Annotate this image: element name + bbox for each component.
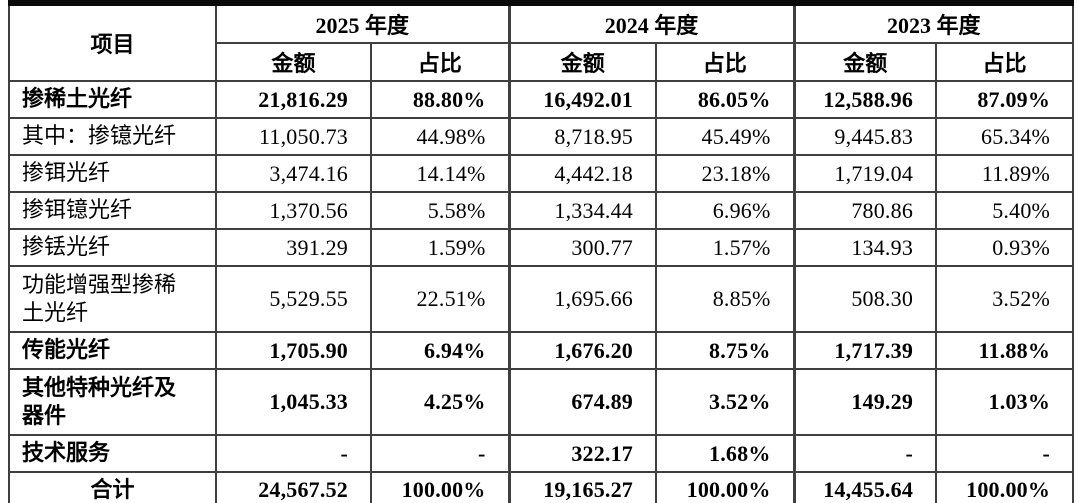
cell-2025-amount: 21,816.29 <box>215 80 372 119</box>
table-row: 合计 24,567.52 100.00% 19,165.27 100.00% 14,455… <box>8 470 1075 503</box>
cell-2023-ratio: - <box>935 434 1075 473</box>
cell-2025-amount: 1,045.33 <box>215 368 372 436</box>
table-header: 项目 2025 年度 2024 年度 2023 年度 金额 占比 金额 占比 金… <box>8 2 1075 82</box>
cell-2025-ratio: 44.98% <box>369 117 511 156</box>
row-label: 合计 <box>8 470 217 503</box>
cell-2024-ratio: 8.85% <box>655 265 796 333</box>
table-row: 技术服务 - -322.17 1.68% - - <box>8 434 1075 473</box>
cell-2023-ratio: 11.89% <box>935 154 1075 193</box>
row-label: 技术服务 <box>8 434 217 473</box>
cell-2024-amount: 674.89 <box>507 368 658 436</box>
header-year-row: 项目 2025 年度 2024 年度 2023 年度 <box>8 2 1075 82</box>
cell-2024-amount: 322.17 <box>507 434 658 473</box>
cell-2023-amount: 134.93 <box>792 228 938 267</box>
table-row: 掺稀土光纤 21,816.29 88.80% 16,492.01 86.05% 12,58… <box>8 80 1075 119</box>
cell-2023-ratio: 3.52% <box>935 265 1075 333</box>
table-row: 功能增强型掺稀土光纤 5,529.55 22.51% 1,695.66 8.85% 508… <box>8 265 1075 333</box>
col-header-year-2024: 2024 年度 <box>507 2 796 44</box>
cell-2024-ratio: 100.00% <box>655 470 796 503</box>
cell-2024-ratio: 1.57% <box>655 228 796 267</box>
cell-2025-amount: 1,705.90 <box>215 331 372 370</box>
cell-2024-amount: 4,442.18 <box>507 154 658 193</box>
cell-2025-amount: 3,474.16 <box>215 154 372 193</box>
row-label: 掺铒光纤 <box>8 154 217 193</box>
cell-2025-ratio: 5.58% <box>369 191 511 230</box>
row-label: 掺稀土光纤 <box>8 80 217 119</box>
cell-2025-ratio: 4.25% <box>369 368 511 436</box>
row-label: 掺铥光纤 <box>8 228 217 267</box>
table-row: 其中：掺镱光纤 11,050.73 44.98% 8,718.95 45.49% 9,44… <box>8 117 1075 156</box>
cell-2023-amount: 1,719.04 <box>792 154 938 193</box>
cell-2024-ratio: 23.18% <box>655 154 796 193</box>
cell-2023-ratio: 1.03% <box>935 368 1075 436</box>
cell-2023-ratio: 65.34% <box>935 117 1075 156</box>
col-header-ratio-2025: 占比 <box>369 42 511 82</box>
cell-2024-ratio: 3.52% <box>655 368 796 436</box>
header-sub-row: 金额 占比 金额 占比 金额 占比 <box>9 42 1075 82</box>
cell-2023-amount: 14,455.64 <box>792 470 938 503</box>
cell-2025-ratio: 1.59% <box>369 228 511 267</box>
cell-2023-amount: 12,588.96 <box>792 80 938 119</box>
cell-2023-amount: 780.86 <box>792 191 938 230</box>
cell-2023-ratio: 5.40% <box>935 191 1075 230</box>
cell-2025-amount: 1,370.56 <box>215 191 372 230</box>
cell-2023-ratio: 100.00% <box>935 470 1075 503</box>
cell-2023-amount: 508.30 <box>792 265 938 333</box>
cell-2024-amount: 19,165.27 <box>507 470 658 503</box>
cell-2023-ratio: 0.93% <box>935 228 1075 267</box>
col-header-year-2023: 2023 年度 <box>792 2 1075 44</box>
cell-2025-ratio: 22.51% <box>369 265 511 333</box>
cell-2024-amount: 300.77 <box>507 228 658 267</box>
cell-2023-amount: 9,445.83 <box>792 117 938 156</box>
cell-2024-amount: 1,676.20 <box>507 331 658 370</box>
cell-2023-amount: 1,717.39 <box>792 331 938 370</box>
col-header-ratio-2024: 占比 <box>655 42 796 82</box>
col-header-amount-2024: 金额 <box>507 42 658 82</box>
row-label: 掺铒镱光纤 <box>8 191 217 230</box>
cell-2025-amount: 5,529.55 <box>215 265 372 333</box>
cell-2024-amount: 16,492.01 <box>507 80 658 119</box>
cell-2023-amount: 149.29 <box>792 368 938 436</box>
cell-2024-amount: 1,334.44 <box>507 191 658 230</box>
table-row: 掺铥光纤 391.29 1.59% 300.77 1.57% 134.93 0.93% <box>8 228 1075 267</box>
cell-2025-ratio: 6.94% <box>369 331 511 370</box>
cell-2024-ratio: 86.05% <box>655 80 796 119</box>
cell-2023-amount: - <box>792 434 938 473</box>
row-label: 其中：掺镱光纤 <box>8 117 217 156</box>
cell-2025-ratio: 100.00% <box>369 470 511 503</box>
row-label: 其他特种光纤及器件 <box>8 368 217 436</box>
cell-2024-ratio: 45.49% <box>655 117 796 156</box>
table-body: 掺稀土光纤 21,816.29 88.80% 16,492.01 86.05% 12,58… <box>8 80 1075 503</box>
table-row: 掺铒光纤 3,474.16 14.14% 4,442.18 23.18% 1,719.04… <box>8 154 1075 193</box>
cell-2025-ratio: 14.14% <box>369 154 511 193</box>
row-label: 传能光纤 <box>8 331 217 370</box>
cell-2023-ratio: 87.09% <box>935 80 1075 119</box>
col-header-amount-2023: 金额 <box>792 42 938 82</box>
cell-2025-ratio: 88.80% <box>369 80 511 119</box>
cell-2024-ratio: 8.75% <box>655 331 796 370</box>
revenue-breakdown-table: 项目 2025 年度 2024 年度 2023 年度 金额 占比 金额 占比 金… <box>8 0 1075 503</box>
cell-2024-amount: 8,718.95 <box>507 117 658 156</box>
table-row: 传能光纤 1,705.90 6.94% 1,676.20 8.75% 1,717.39 11… <box>8 331 1075 370</box>
table-row: 其他特种光纤及器件 1,045.33 4.25% 674.89 3.52% 149.29 1… <box>8 368 1075 436</box>
col-header-ratio-2023: 占比 <box>935 42 1075 82</box>
col-header-item: 项目 <box>8 2 217 82</box>
col-header-year-2025: 2025 年度 <box>214 2 511 44</box>
cell-2024-ratio: 1.68% <box>655 434 796 473</box>
cell-2023-ratio: 11.88% <box>935 331 1075 370</box>
cell-2025-amount: 391.29 <box>215 228 372 267</box>
cell-2025-ratio: - <box>369 434 511 473</box>
cell-2025-amount: - <box>215 434 372 473</box>
cell-2024-ratio: 6.96% <box>655 191 796 230</box>
table-row: 掺铒镱光纤 1,370.56 5.58% 1,334.44 6.96% 780.86 5.4… <box>8 191 1075 230</box>
col-header-amount-2025: 金额 <box>215 42 372 82</box>
cell-2024-amount: 1,695.66 <box>507 265 658 333</box>
cell-2025-amount: 24,567.52 <box>215 470 372 503</box>
row-label: 功能增强型掺稀土光纤 <box>8 265 217 333</box>
cell-2025-amount: 11,050.73 <box>215 117 372 156</box>
